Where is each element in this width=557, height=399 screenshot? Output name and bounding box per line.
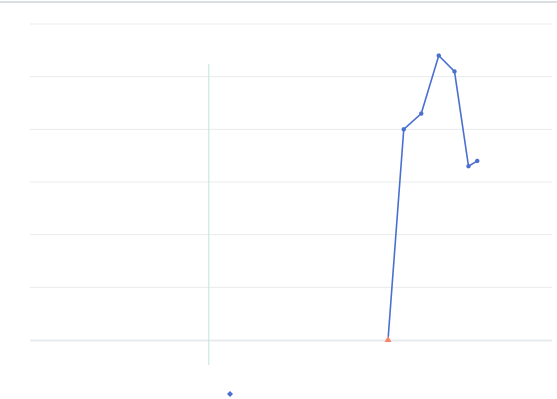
legend-marker [227, 391, 233, 397]
gridlines [30, 23, 552, 342]
data-point [384, 336, 392, 342]
series-line [387, 54, 478, 341]
data-point [466, 164, 471, 169]
data-point [452, 69, 457, 74]
data-point [419, 111, 424, 116]
legend [227, 391, 233, 397]
series-layer [384, 53, 480, 342]
data-point [401, 127, 406, 132]
data-point [475, 158, 480, 164]
data-point [436, 53, 441, 58]
